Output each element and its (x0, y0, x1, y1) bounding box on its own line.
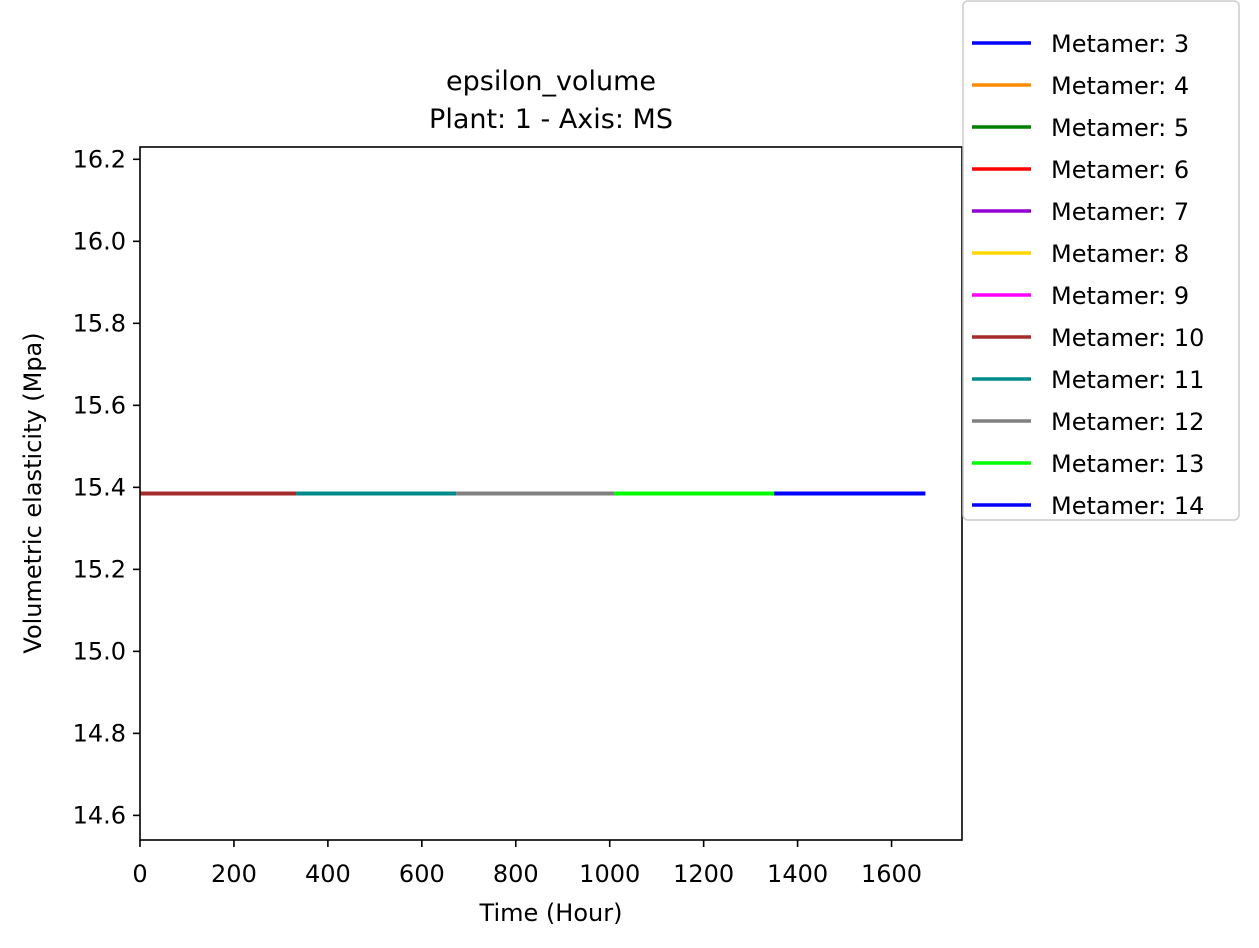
y-axis-label: Volumetric elasticity (Mpa) (19, 332, 47, 653)
x-tick-label: 1200 (673, 860, 734, 888)
y-axis: 14.6 14.8 15.0 15.2 15.4 15.6 15.8 16.0 16.2 (73, 145, 140, 829)
x-tick-label: 1000 (579, 860, 640, 888)
x-tick-label: 600 (399, 860, 445, 888)
legend-item: Metamer: 8 (972, 240, 1189, 268)
legend-item: Metamer: 13 (972, 450, 1204, 478)
y-tick-label: 15.8 (73, 309, 126, 337)
legend-label: Metamer: 5 (1051, 114, 1189, 142)
x-tick-label: 200 (211, 860, 257, 888)
legend: Metamer: 3 Metamer: 4 Metamer: 5 Metamer: 6… (962, 0, 1240, 521)
chart-subtitle: Plant: 1 - Axis: MS (429, 104, 673, 135)
legend-item: Metamer: 11 (972, 366, 1204, 394)
x-tick-label: 1400 (767, 860, 828, 888)
y-tick-label: 15.4 (73, 473, 126, 501)
y-tick-label: 16.2 (73, 145, 126, 173)
x-tick-label: 1600 (861, 860, 922, 888)
legend-label: Metamer: 14 (1051, 492, 1204, 520)
legend-item: Metamer: 5 (972, 114, 1189, 142)
legend-item: Metamer: 12 (972, 408, 1204, 436)
legend-item: Metamer: 10 (972, 324, 1204, 352)
chart-title: epsilon_volume (446, 66, 656, 97)
x-tick-label: 800 (493, 860, 539, 888)
legend-label: Metamer: 12 (1051, 408, 1204, 436)
x-axis: 0 200 400 600 800 1000 1200 1400 1600 (132, 840, 922, 888)
legend-label: Metamer: 3 (1051, 30, 1189, 58)
y-tick-label: 14.8 (73, 719, 126, 747)
legend-item: Metamer: 14 (972, 492, 1204, 520)
x-axis-label: Time (Hour) (479, 899, 623, 927)
legend-frame (962, 0, 1240, 521)
legend-item: Metamer: 7 (972, 198, 1189, 226)
legend-item: Metamer: 4 (972, 72, 1189, 100)
legend-label: Metamer: 4 (1051, 72, 1189, 100)
legend-item: Metamer: 3 (972, 30, 1189, 58)
legend-label: Metamer: 10 (1051, 324, 1204, 352)
y-tick-label: 15.2 (73, 555, 126, 583)
y-tick-label: 16.0 (73, 227, 126, 255)
x-tick-label: 400 (305, 860, 351, 888)
legend-item: Metamer: 9 (972, 282, 1189, 310)
legend-item: Metamer: 6 (972, 156, 1189, 184)
legend-label: Metamer: 6 (1051, 156, 1189, 184)
y-tick-label: 15.6 (73, 391, 126, 419)
plot-frame (139, 146, 963, 841)
legend-label: Metamer: 11 (1051, 366, 1204, 394)
legend-label: Metamer: 13 (1051, 450, 1204, 478)
legend-label: Metamer: 8 (1051, 240, 1189, 268)
x-tick-label: 0 (132, 860, 147, 888)
legend-label: Metamer: 9 (1051, 282, 1189, 310)
y-tick-label: 14.6 (73, 801, 126, 829)
y-tick-label: 15.0 (73, 637, 126, 665)
legend-label: Metamer: 7 (1051, 198, 1189, 226)
